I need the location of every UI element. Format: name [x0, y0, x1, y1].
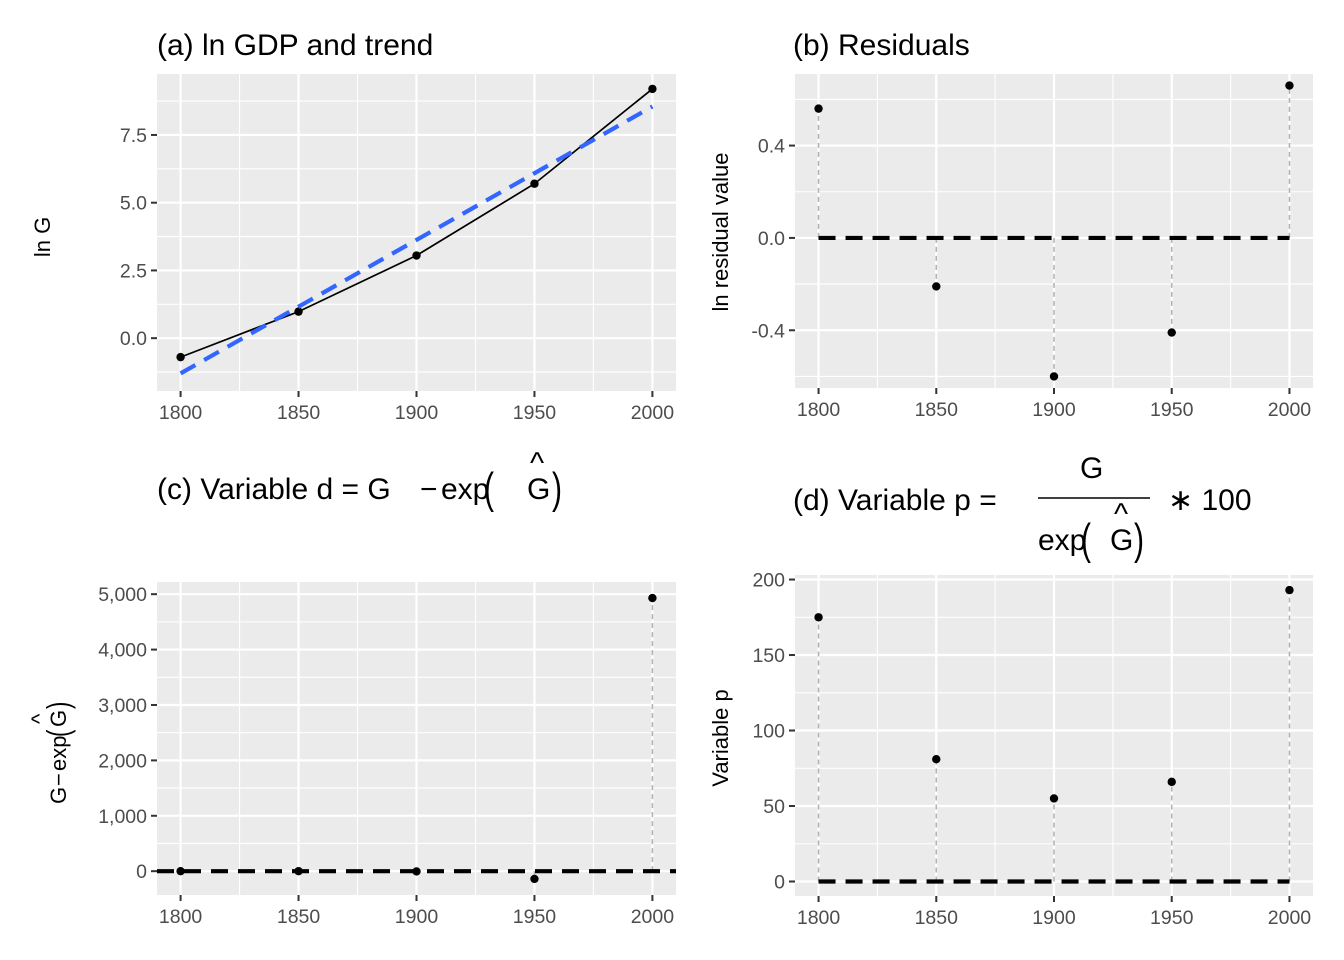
data-point: [294, 866, 303, 876]
panel-c-title: (c) Variable d = G − exp ( ^ G ): [157, 447, 562, 512]
y-tick-label: 0.0: [758, 228, 785, 250]
panel-c-title-lparen: (: [484, 463, 494, 512]
x-tick-label: 2000: [631, 402, 675, 424]
panel-c-ylabel-G: G: [46, 787, 71, 804]
x-tick-label: 1850: [915, 907, 959, 929]
x-tick-label: 1950: [1150, 907, 1194, 929]
data-point: [530, 179, 539, 188]
data-point: [1285, 585, 1294, 595]
y-tick-label: 0.4: [758, 136, 785, 158]
y-tick-label: 150: [752, 645, 785, 667]
panel-d-plot: 1800 1850 1900 1950 2000 0 50 100 150 200: [752, 570, 1313, 929]
panel-d-ylabel: Variable p: [708, 689, 733, 786]
y-tick-label: 200: [752, 570, 785, 592]
panel-c-title-minus: −: [420, 473, 438, 506]
data-point: [412, 867, 421, 876]
y-tick-label: 5.0: [120, 193, 147, 215]
data-point: [412, 251, 421, 260]
data-point: [1167, 328, 1176, 337]
panel-a-plot: 1800 1850 1900 1950 2000 0.0 2.5 5.0 7.5: [120, 74, 676, 424]
y-tick-label: 50: [763, 796, 785, 818]
x-tick-label: 1850: [277, 402, 321, 424]
panel-d-title-den-rparen: ): [1134, 514, 1144, 563]
panel-c-plot: 1800 1850 1900 1950 2000 0 1,000 2,000 3,000 4,00…: [98, 582, 676, 928]
data-point: [176, 352, 185, 362]
panel-c-ylabel-ghat: G: [46, 710, 71, 727]
y-tick-label: 0.0: [120, 328, 147, 350]
y-tick-label: 0: [136, 861, 147, 883]
panel-d-title-den-ghat: G: [1110, 524, 1133, 557]
panel-c-ylabel-hat: ^: [27, 713, 52, 724]
panel-c-ylabel-minus: −: [46, 773, 71, 786]
x-tick-label: 1800: [159, 906, 203, 928]
data-point: [814, 104, 823, 113]
data-point: [814, 613, 823, 622]
panel-c-title-ghat: G: [527, 473, 550, 506]
panel-b-title: (b) Residuals: [793, 29, 970, 62]
x-tick-label: 1900: [395, 906, 439, 928]
panel-d-title-den-lparen: (: [1081, 514, 1091, 563]
panel-c-title-hat: ^: [530, 447, 544, 480]
data-point: [932, 282, 941, 291]
y-tick-label: 3,000: [98, 695, 147, 717]
x-tick-label: 1850: [915, 399, 959, 421]
data-point: [932, 755, 941, 764]
x-tick-label: 2000: [1268, 907, 1312, 929]
panel-c-ylabel-lparen: (: [40, 730, 76, 737]
y-tick-label: 100: [752, 721, 785, 743]
y-tick-label: 2,000: [98, 750, 147, 772]
y-tick-label: 5,000: [98, 584, 147, 606]
y-tick-label: 2.5: [120, 260, 147, 282]
panel-b-ylabel: ln residual value: [708, 153, 733, 312]
x-tick-label: 2000: [631, 906, 675, 928]
panel-d-title-suffix: ∗ 100: [1168, 484, 1252, 517]
x-tick-label: 1900: [395, 402, 439, 424]
panel-d-title-numerator: G: [1080, 452, 1103, 485]
trend-line: [179, 104, 654, 376]
panel-d-title-den-exp: exp: [1038, 524, 1086, 557]
y-tick-label: 1,000: [98, 806, 147, 828]
x-tick-label: 1800: [797, 399, 841, 421]
panel-c-ylabel: G − exp ( ^ G ): [27, 702, 76, 804]
panel-b-plot: 1800 1850 1900 1950 2000 -0.4 0.0 0.4: [751, 74, 1313, 421]
x-tick-label: 1800: [159, 402, 203, 424]
panel-d-title-den-hat: ^: [1114, 498, 1128, 531]
panel-d-title: (d) Variable p = G exp ( ^ G ) ∗ 100: [793, 452, 1252, 563]
x-tick-label: 1950: [513, 402, 557, 424]
panel-c-ylabel-rparen: ): [40, 702, 76, 709]
panel-c-title-rparen: ): [552, 463, 562, 512]
data-point: [648, 593, 657, 603]
panel-c-title-exp: exp: [441, 473, 489, 506]
x-tick-label: 1950: [513, 906, 557, 928]
data-point: [1167, 777, 1176, 787]
x-tick-label: 1900: [1032, 399, 1076, 421]
panel-d-title-prefix: (d) Variable p =: [793, 484, 997, 517]
data-point: [1049, 794, 1059, 803]
y-tick-label: 0: [774, 872, 785, 894]
data-point: [648, 84, 657, 94]
x-tick-label: 1950: [1150, 399, 1194, 421]
data-point: [530, 874, 539, 884]
x-tick-label: 1800: [797, 907, 841, 929]
panel-a-title: (a) ln GDP and trend: [157, 29, 433, 62]
x-tick-label: 2000: [1268, 399, 1312, 421]
data-point: [294, 307, 303, 316]
data-point: [1049, 372, 1059, 381]
x-tick-label: 1850: [277, 906, 321, 928]
data-point: [176, 866, 185, 876]
y-tick-label: 4,000: [98, 640, 147, 662]
x-tick-label: 1900: [1032, 907, 1076, 929]
panel-c-ylabel-exp: exp: [46, 736, 71, 771]
panel-c-title-prefix: (c) Variable d = G: [157, 473, 391, 506]
y-tick-label: 7.5: [120, 125, 147, 147]
y-tick-label: -0.4: [751, 320, 785, 342]
data-point: [1285, 81, 1294, 90]
panel-a-ylabel: ln G: [30, 217, 55, 257]
